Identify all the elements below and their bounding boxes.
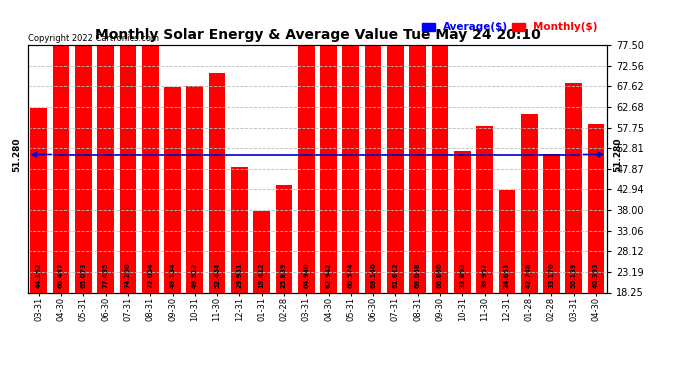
Text: 51.280: 51.280 <box>613 137 622 172</box>
Bar <box>498 189 515 292</box>
Text: 51.280: 51.280 <box>12 137 21 172</box>
Bar <box>565 83 582 292</box>
Text: 61.612: 61.612 <box>393 263 398 288</box>
Bar <box>342 39 359 292</box>
Text: 62.942: 62.942 <box>326 263 332 288</box>
Title: Monthly Solar Energy & Average Value Tue May 24 20:10: Monthly Solar Energy & Average Value Tue… <box>95 28 540 42</box>
Text: 42.748: 42.748 <box>526 263 532 288</box>
Text: Copyright 2022 Cartronics.com: Copyright 2022 Cartronics.com <box>28 33 159 42</box>
Text: 40.393: 40.393 <box>593 263 599 288</box>
Bar <box>186 86 203 292</box>
Bar <box>387 35 404 292</box>
Bar <box>432 38 448 292</box>
Bar <box>253 211 270 292</box>
Bar <box>543 154 560 292</box>
Bar <box>119 0 137 292</box>
Text: 64.940: 64.940 <box>303 263 309 288</box>
Text: 49.512: 49.512 <box>192 263 198 288</box>
Bar <box>521 114 538 292</box>
Legend: Average($), Monthly($): Average($), Monthly($) <box>418 18 602 36</box>
Text: 72.054: 72.054 <box>147 263 153 288</box>
Bar <box>320 30 337 292</box>
Bar <box>454 151 471 292</box>
Text: 52.464: 52.464 <box>214 263 220 288</box>
Text: 25.839: 25.839 <box>281 263 287 288</box>
Text: 19.412: 19.412 <box>259 263 265 288</box>
Bar <box>97 0 114 292</box>
Bar <box>75 21 92 292</box>
Text: 60.860: 60.860 <box>437 263 443 288</box>
Text: 65.073: 65.073 <box>80 263 86 288</box>
Text: 33.170: 33.170 <box>549 263 555 288</box>
Text: 50.139: 50.139 <box>571 263 577 288</box>
Bar <box>209 74 226 292</box>
Text: 29.951: 29.951 <box>237 263 242 288</box>
Text: 60.574: 60.574 <box>348 263 354 288</box>
Bar <box>588 124 604 292</box>
Bar <box>409 4 426 292</box>
Bar <box>142 0 159 292</box>
Bar <box>365 4 382 292</box>
Text: 77.495: 77.495 <box>103 263 108 288</box>
Bar <box>275 184 293 292</box>
Text: 69.058: 69.058 <box>415 263 421 288</box>
Bar <box>52 40 70 292</box>
Text: 24.651: 24.651 <box>504 263 510 288</box>
Bar <box>164 87 181 292</box>
Text: 69.140: 69.140 <box>370 263 376 288</box>
Bar <box>231 167 248 292</box>
Bar <box>476 126 493 292</box>
Text: 49.184: 49.184 <box>170 263 175 288</box>
Text: 33.893: 33.893 <box>460 263 465 288</box>
Bar <box>30 108 47 292</box>
Text: 74.200: 74.200 <box>125 263 131 288</box>
Bar <box>298 21 315 292</box>
Text: 60.447: 60.447 <box>58 263 64 288</box>
Text: 39.957: 39.957 <box>482 263 488 288</box>
Text: 44.162: 44.162 <box>36 263 42 288</box>
